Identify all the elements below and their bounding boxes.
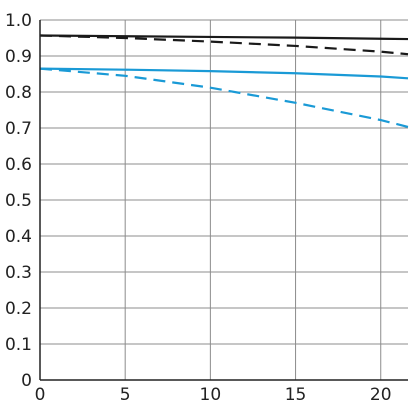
plot-frame [39,20,408,381]
x-tick-label: 15 [285,385,307,405]
y-tick-labels: 0 0.1 0.2 0.3 0.4 0.5 0.6 0.7 0.8 0.9 1.0 [5,11,32,391]
series-line-4 [39,67,409,128]
series-line-2 [39,34,409,56]
y-tick-label: 0.5 [5,191,32,211]
y-tick-label: 0.1 [5,335,32,355]
y-tick-label: 0.7 [5,119,32,139]
x-tick-label: 20 [370,385,392,405]
y-tick-label: 0.4 [5,227,32,247]
y-tick-label: 0.2 [5,299,32,319]
y-tick-label: 1.0 [5,11,32,31]
x-tick-labels: 0 5 10 15 20 [35,385,392,405]
grid [39,19,408,381]
y-tick-label: 0.8 [5,83,32,103]
x-tick-label: 0 [35,385,46,405]
y-tick-label: 0.9 [5,47,32,67]
y-tick-label: 0 [21,371,32,391]
y-tick-label: 0.3 [5,263,32,283]
series-line-1 [39,34,409,41]
series-line-3 [39,67,409,80]
series-lines [39,34,409,128]
x-tick-label: 5 [120,385,131,405]
y-tick-label: 0.6 [5,155,32,175]
x-tick-label: 10 [200,385,222,405]
